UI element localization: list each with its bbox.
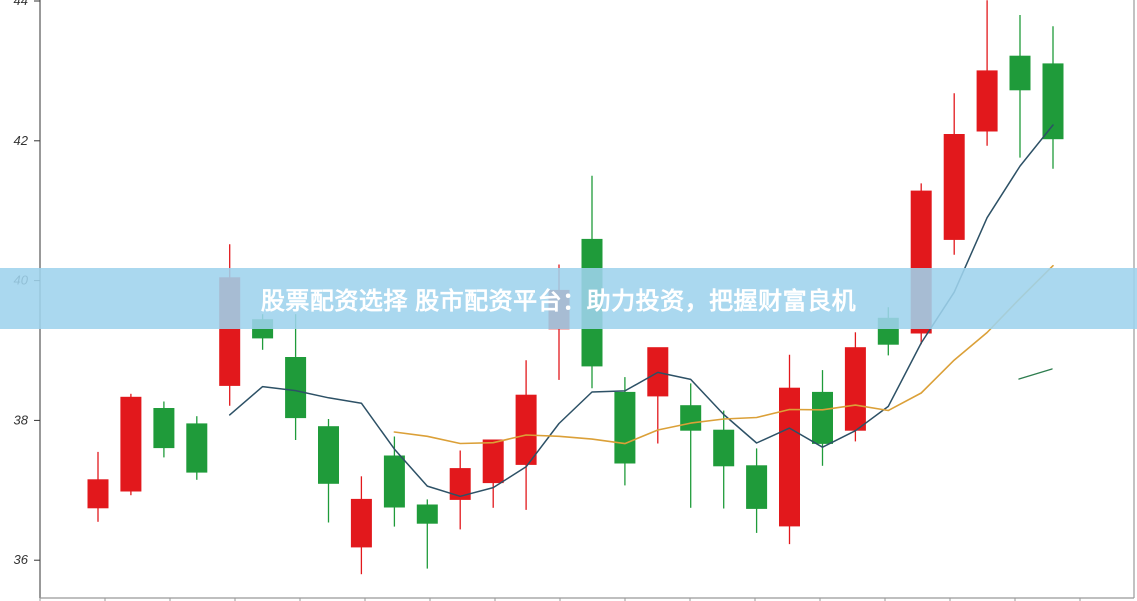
svg-text:44: 44 [14,0,28,8]
svg-text:42: 42 [14,133,29,148]
svg-text:36: 36 [14,552,29,567]
svg-text:38: 38 [14,412,29,427]
